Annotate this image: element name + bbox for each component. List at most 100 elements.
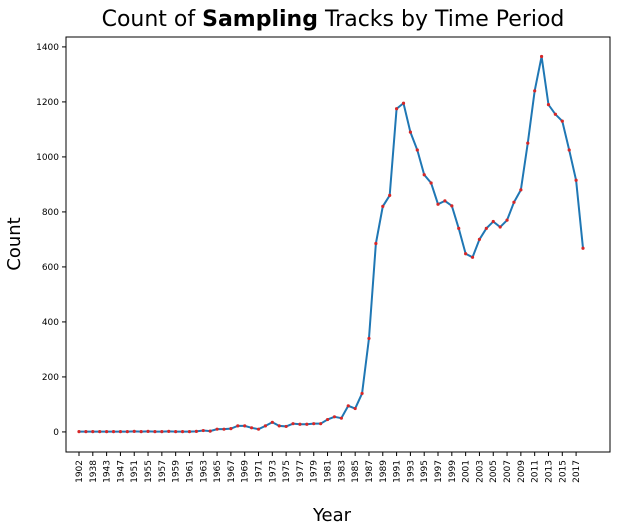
marker	[429, 181, 433, 185]
x-tick-label: 2003	[475, 460, 485, 483]
x-tick-label: 1973	[268, 460, 278, 483]
marker	[194, 429, 198, 433]
x-tick-label: 1955	[144, 460, 154, 483]
marker	[346, 404, 350, 408]
marker	[174, 430, 178, 434]
x-tick-label: 1975	[282, 460, 292, 483]
x-tick-label: 1979	[310, 460, 320, 483]
x-tick-label: 1977	[296, 460, 306, 483]
marker	[208, 429, 212, 433]
marker	[277, 424, 281, 428]
x-tick-label: 1971	[255, 460, 265, 483]
title-part: Count of	[102, 7, 203, 32]
x-tick-label: 1938	[89, 460, 99, 483]
x-tick-label: 1989	[379, 460, 389, 483]
marker	[533, 89, 537, 93]
x-tick-label: 1965	[213, 460, 223, 483]
marker	[243, 424, 247, 428]
marker	[332, 415, 337, 419]
y-tick-label: 400	[42, 318, 59, 328]
marker	[491, 219, 495, 224]
marker	[443, 199, 447, 203]
marker	[470, 255, 475, 259]
marker	[146, 429, 150, 433]
marker	[312, 422, 316, 426]
y-tick-label: 1200	[36, 98, 59, 108]
marker	[180, 430, 185, 434]
marker	[77, 430, 81, 434]
marker	[484, 226, 488, 231]
marker	[574, 178, 578, 182]
marker	[201, 428, 205, 433]
x-tick-label: 1951	[130, 460, 140, 483]
marker	[339, 416, 343, 420]
marker	[457, 226, 461, 231]
x-tick-label: 2013	[544, 460, 554, 483]
y-tick-label: 600	[42, 263, 59, 273]
x-tick-label: 2009	[517, 460, 527, 483]
marker	[187, 430, 192, 434]
marker	[222, 427, 226, 431]
x-tick-label: 1985	[351, 460, 361, 483]
x-tick-label: 1967	[227, 460, 237, 483]
marker	[229, 427, 233, 431]
x-tick-label: 2015	[558, 460, 568, 483]
marker	[298, 422, 302, 426]
y-tick-label: 800	[42, 208, 59, 218]
marker	[167, 429, 171, 433]
marker	[139, 430, 143, 434]
title-part: Sampling	[202, 7, 318, 32]
marker	[105, 430, 109, 434]
chart-title: Count of Sampling Tracks by Time Period	[102, 7, 565, 32]
marker	[118, 430, 123, 434]
y-axis-label: Count	[4, 217, 25, 270]
marker	[215, 427, 219, 431]
marker	[305, 422, 309, 426]
marker	[436, 202, 440, 206]
marker	[367, 336, 371, 341]
marker	[250, 426, 254, 430]
marker	[132, 429, 136, 433]
x-tick-label: 1957	[158, 460, 168, 483]
y-tick-label: 1000	[36, 153, 59, 163]
marker	[519, 188, 523, 192]
plot-frame	[65, 36, 611, 453]
marker	[160, 430, 164, 434]
marker	[325, 417, 330, 422]
marker	[415, 148, 419, 152]
marker	[125, 430, 129, 434]
marker	[526, 141, 530, 145]
marker	[581, 246, 585, 250]
marker	[84, 430, 88, 434]
x-tick-label: 1981	[324, 460, 334, 483]
x-axis-label: Year	[312, 505, 352, 526]
x-tick-label: 1997	[434, 460, 444, 483]
marker	[284, 424, 288, 429]
marker	[394, 107, 399, 111]
x-tick-label: 2007	[503, 460, 513, 483]
x-tick-label: 1947	[116, 460, 126, 483]
y-tick-label: 200	[42, 373, 59, 383]
marker	[353, 406, 357, 411]
x-tick-label: 1983	[337, 460, 347, 483]
x-tick-label: 2001	[462, 460, 472, 483]
marker	[546, 103, 551, 107]
x-tick-label: 2011	[531, 460, 541, 483]
marker	[374, 241, 378, 246]
x-tick-label: 1943	[103, 460, 113, 483]
marker	[553, 112, 557, 116]
marker	[408, 130, 412, 134]
x-tick-label: 1961	[185, 460, 195, 483]
title-part: Tracks by Time Period	[318, 7, 564, 32]
marker	[560, 119, 564, 123]
x-tick-label: 2005	[489, 460, 499, 483]
y-tick-label: 0	[53, 428, 59, 438]
marker	[236, 424, 240, 428]
marker	[153, 430, 157, 434]
marker	[263, 424, 268, 428]
marker	[381, 204, 385, 209]
x-tick-label: 1987	[365, 460, 375, 483]
marker	[505, 218, 509, 222]
marker	[319, 422, 323, 426]
